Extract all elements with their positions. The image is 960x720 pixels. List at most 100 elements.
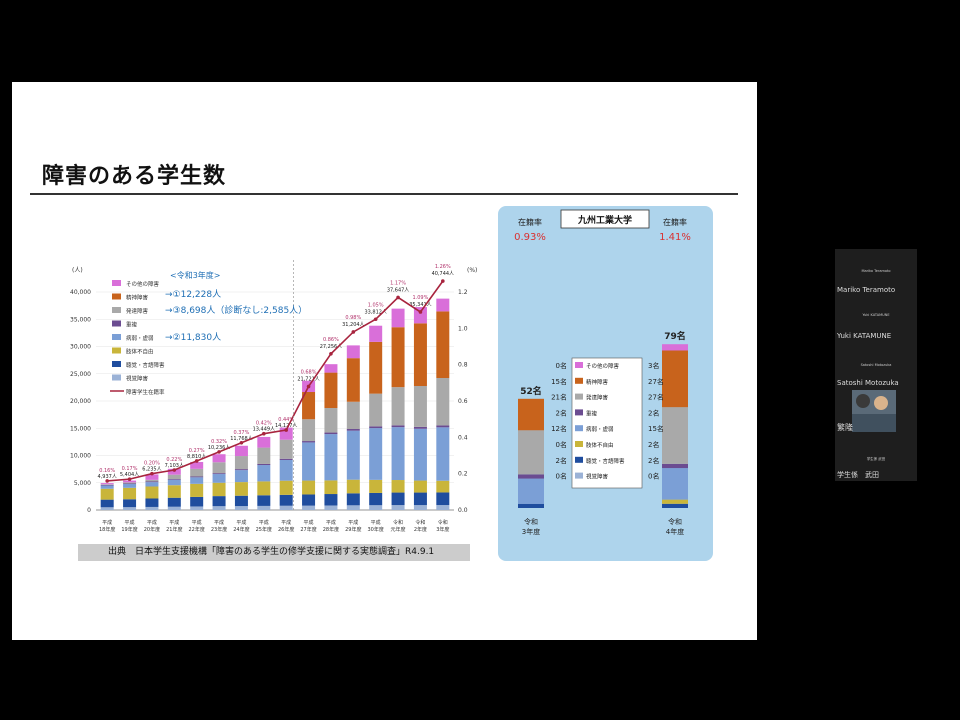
participant-name[interactable]: 学生係 武田 — [837, 471, 879, 479]
presentation-slide: 障害のある学生数 (人) (%) 0 5,000 10,000 15,000 20,000 2… — [12, 82, 757, 640]
bar-segment — [234, 469, 248, 471]
bar-segment — [145, 486, 159, 499]
legend-swatch — [112, 374, 121, 381]
bar-segment — [190, 468, 204, 477]
rate-point — [217, 450, 221, 454]
x-tick-label: 22年度 — [189, 526, 205, 533]
bar-segment — [145, 482, 159, 487]
bar-segment — [413, 505, 427, 510]
bar-segment — [369, 428, 383, 480]
participant-small-name: 学生係 武田 — [866, 457, 886, 461]
x-tick-label: 28年度 — [323, 526, 339, 533]
x-tick-label: 平成 — [192, 519, 202, 526]
y2-tick-label: 1.2 — [458, 289, 468, 296]
rate-label: 0.32% — [211, 439, 227, 445]
bar-segment — [391, 327, 405, 388]
rate-point — [239, 440, 244, 445]
x-tick-label: 平成 — [125, 519, 135, 526]
bar-segment — [100, 488, 114, 500]
bar-segment — [436, 425, 450, 428]
rate-label: 1.09% — [412, 295, 428, 301]
bar-segment — [123, 507, 137, 510]
bar-segment — [123, 499, 137, 508]
rate-point — [441, 279, 445, 283]
kit-count-right: 27名 — [648, 377, 664, 386]
bar-segment — [123, 487, 137, 500]
bar-segment — [279, 459, 293, 481]
y2-tick-label: 0.8 — [458, 362, 468, 369]
bar-segment — [234, 456, 248, 470]
kit-legend-box — [571, 357, 643, 489]
bar-segment — [123, 480, 137, 483]
bar-segment — [436, 505, 450, 510]
x-tick-label: 21年度 — [166, 526, 182, 533]
bar-segment — [279, 458, 293, 460]
kit-bar-segment — [662, 463, 688, 469]
kit-count-left: 21名 — [551, 393, 567, 402]
y-tick-label: 20,000 — [70, 398, 91, 405]
y-tick-label: 25,000 — [70, 371, 91, 378]
bar-segment — [190, 461, 204, 469]
bar-segment — [123, 482, 137, 484]
bar-segment — [391, 480, 405, 493]
rate-caption: 在籍率 — [518, 217, 542, 227]
kit-legend-swatch — [575, 377, 583, 384]
total-label: 35,341人 — [409, 302, 432, 308]
kit-legend-label: 肢体不自由 — [586, 441, 614, 449]
x-tick-label: 平成 — [281, 519, 291, 526]
kit-legend-swatch — [575, 409, 583, 416]
participant-name[interactable]: Mariko Teramoto — [837, 286, 896, 294]
y-tick-label: 30,000 — [70, 344, 91, 351]
rate-point — [396, 295, 400, 300]
rate-point — [373, 317, 378, 322]
participant-name[interactable]: Yuki KATAMUNE — [837, 332, 892, 340]
bar-segment — [100, 499, 114, 508]
participant-video[interactable] — [852, 390, 896, 432]
bar-segment — [391, 505, 405, 510]
legend-label: 肢体不自由 — [126, 348, 154, 356]
rate-label: 0.86% — [323, 337, 339, 343]
rate-label: 0.20% — [144, 461, 160, 467]
rate-caption: 在籍率 — [663, 217, 687, 227]
x-tick-label: 29年度 — [345, 526, 361, 533]
legend-swatch — [112, 361, 121, 367]
kit-legend-label: 精神障害 — [586, 378, 609, 386]
bar-segment — [257, 465, 271, 482]
bar-segment — [369, 325, 383, 342]
bar-segment — [391, 427, 405, 481]
rate-label: 0.22% — [166, 457, 182, 463]
bar-segment — [413, 323, 427, 387]
participant-name[interactable]: Satoshi Motozuka — [837, 379, 899, 387]
kit-x-label: 4年度 — [666, 527, 684, 536]
kit-count-left: 12名 — [551, 424, 567, 433]
bar-segment — [234, 495, 248, 507]
kit-bar-segment — [662, 499, 688, 504]
bar-segment — [302, 392, 316, 420]
legend-label: 重複 — [126, 321, 138, 329]
bar-segment — [167, 479, 181, 486]
rate-point — [284, 428, 288, 432]
total-label: 13,449人 — [253, 427, 276, 433]
total-label: 37,647人 — [387, 287, 410, 293]
bar-segment — [324, 372, 338, 409]
kit-bar-segment — [662, 503, 688, 508]
kit-count-left: 2名 — [556, 408, 567, 417]
bar-segment — [212, 482, 226, 497]
bar-segment — [167, 485, 181, 498]
rate-label: 0.37% — [233, 430, 249, 436]
total-label: 40,744人 — [432, 271, 455, 277]
kit-bar-segment — [518, 478, 544, 504]
bar-segment — [167, 479, 181, 480]
x-tick-label: 3年度 — [436, 526, 449, 533]
bar-segment — [302, 505, 316, 510]
bar-segment — [167, 506, 181, 510]
bar-segment — [369, 492, 383, 506]
total-label: 4,937人 — [98, 474, 117, 480]
rate-point — [127, 477, 132, 481]
bar-segment — [212, 506, 226, 510]
legend-swatch — [112, 307, 121, 313]
bar-segment — [190, 476, 204, 478]
bar-segment — [436, 298, 450, 312]
bar-segment — [190, 483, 204, 497]
y2-tick-label: 0.2 — [458, 471, 468, 478]
